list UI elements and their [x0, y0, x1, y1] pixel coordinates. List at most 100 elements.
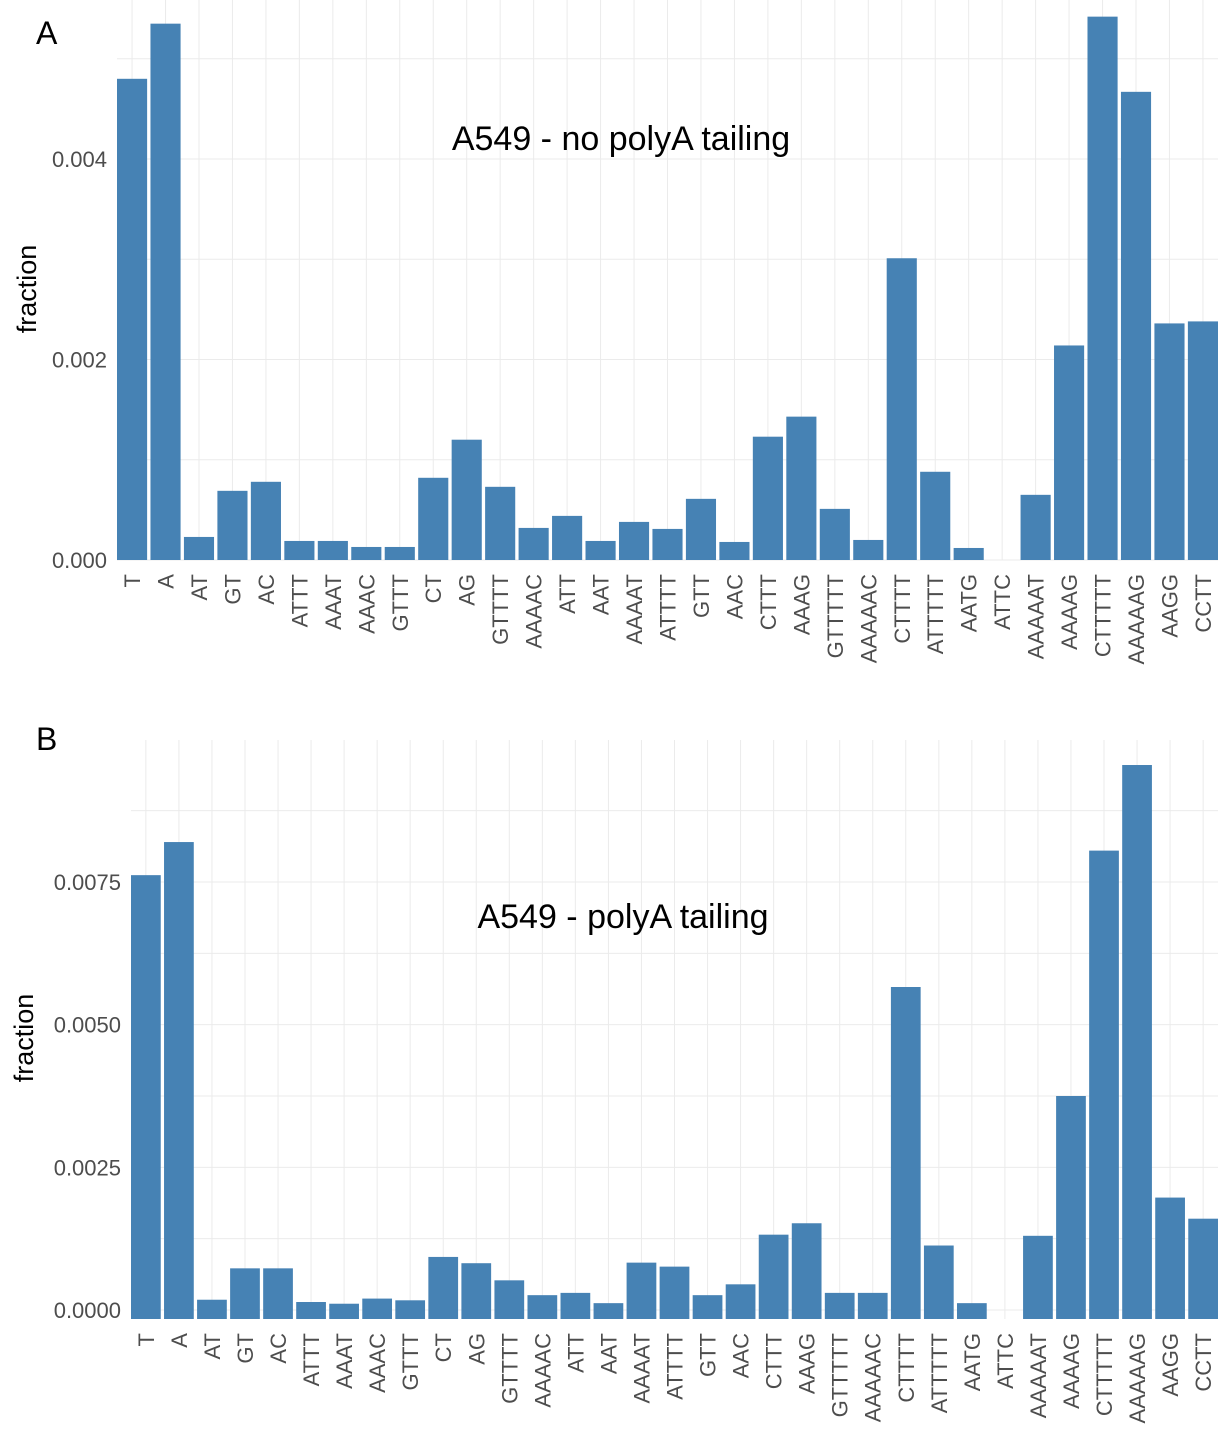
bar	[853, 539, 884, 560]
bar	[284, 540, 315, 560]
x-tick-label: AG	[464, 1333, 489, 1365]
x-tick-label: AAAAAC	[861, 1333, 886, 1422]
x-tick-label: AAAAC	[522, 574, 547, 649]
bar	[725, 1284, 756, 1319]
x-tick-label: AAAG	[789, 574, 814, 635]
bar	[719, 541, 750, 560]
bar	[485, 486, 516, 560]
x-tick-label: AAAAT	[629, 1333, 654, 1404]
bar	[1089, 850, 1119, 1319]
bar	[585, 540, 616, 560]
x-tick-label: AAAT	[332, 1333, 357, 1389]
bar	[317, 540, 348, 560]
x-tick-label: AAGG	[1157, 574, 1182, 638]
x-tick-label: GTTTT	[488, 574, 513, 645]
panel-a-bars	[117, 16, 1218, 561]
bar	[250, 481, 281, 560]
bar	[758, 1234, 789, 1319]
x-tick-label: ATTT	[287, 574, 312, 627]
x-tick-label: A	[167, 1333, 192, 1348]
bar	[384, 546, 415, 560]
x-tick-label: AT	[187, 574, 212, 600]
bar	[362, 1298, 393, 1319]
bar	[230, 1268, 260, 1319]
x-tick-label: CTTTT	[890, 574, 915, 644]
bar	[786, 416, 817, 560]
panel-a-gridlines	[117, 0, 1218, 561]
bar	[494, 1280, 525, 1319]
x-tick-label: CTTTTT	[1092, 1333, 1117, 1416]
x-tick-label: GTTTT	[497, 1333, 522, 1404]
panel-b-bars	[131, 765, 1218, 1319]
y-tick-label: 0.0050	[54, 1013, 121, 1038]
bar	[1020, 494, 1051, 560]
x-tick-label: ATTC	[990, 574, 1015, 630]
x-tick-label: AT	[200, 1333, 225, 1359]
x-tick-label: GTTT	[398, 1333, 423, 1390]
x-tick-label: AAAAT	[622, 574, 647, 645]
x-tick-label: GTTTTT	[828, 1333, 853, 1417]
x-tick-label: AAAAG	[1059, 1333, 1084, 1409]
x-tick-label: AAT	[596, 1333, 621, 1374]
y-tick-label: 0.004	[52, 147, 107, 172]
panel-a-x-ticks: T A AT GT AC ATTT AAAT AAAC GTTT CT AG GTTTT AAAAC AT…	[120, 574, 1216, 665]
bar	[593, 1303, 624, 1319]
x-tick-label: AATG	[960, 1333, 985, 1391]
bar	[692, 1295, 723, 1319]
bar	[923, 1245, 954, 1319]
panel-b-y-axis-label: fraction	[9, 994, 39, 1083]
bar	[953, 547, 984, 560]
panel-a-y-ticks: 0.000 0.002 0.004	[52, 147, 107, 573]
y-tick-label: 0.002	[52, 348, 107, 373]
bar	[351, 546, 382, 560]
x-tick-label: AAAAAG	[1124, 574, 1149, 664]
x-tick-label: CCTT	[1191, 574, 1216, 633]
bar	[527, 1295, 558, 1319]
bar	[819, 508, 850, 560]
x-tick-label: ATTTTT	[923, 574, 948, 654]
bar	[296, 1302, 326, 1319]
bar	[263, 1268, 293, 1319]
x-tick-label: CTTT	[756, 574, 781, 630]
y-tick-label: 0.000	[52, 548, 107, 573]
x-tick-label: AAGG	[1158, 1333, 1183, 1397]
panel-a-y-axis-label: fraction	[12, 245, 42, 334]
bar	[461, 1263, 492, 1319]
panel-b-x-ticks: T A AT GT AC ATTT AAAT AAAC GTTT CT AG GTTTT AAAAC AT…	[134, 1333, 1216, 1424]
x-tick-label: AAAG	[795, 1333, 820, 1394]
bar	[1087, 16, 1118, 560]
x-tick-label: AATG	[957, 574, 982, 632]
bar	[164, 842, 194, 1319]
bar	[920, 471, 951, 560]
bar	[150, 23, 181, 561]
bar	[418, 477, 449, 560]
bar	[1120, 91, 1152, 561]
bar	[659, 1266, 690, 1319]
bar	[1187, 321, 1218, 560]
y-tick-label: 0.0075	[54, 870, 121, 895]
bar	[183, 536, 215, 560]
x-tick-label: AAAAAT	[1024, 574, 1049, 659]
x-tick-label: AAAT	[321, 574, 346, 630]
x-tick-label: AAAAC	[530, 1333, 555, 1408]
x-tick-label: AAC	[729, 1333, 754, 1378]
bar	[1155, 1197, 1185, 1319]
bar	[886, 258, 917, 560]
bar	[518, 527, 549, 560]
x-tick-label: CTTTT	[894, 1333, 919, 1403]
bar	[791, 1223, 822, 1319]
bar	[824, 1292, 855, 1319]
bar	[890, 987, 921, 1319]
x-tick-label: AC	[254, 574, 279, 605]
bar	[329, 1303, 359, 1319]
bar	[626, 1262, 657, 1319]
x-tick-label: CTTTTT	[1091, 574, 1116, 657]
panel-a-letter: A	[36, 15, 58, 51]
bar	[857, 1292, 888, 1319]
x-tick-label: GTT	[689, 574, 714, 618]
bar	[395, 1300, 426, 1319]
bar	[956, 1303, 987, 1319]
bar	[428, 1256, 459, 1319]
